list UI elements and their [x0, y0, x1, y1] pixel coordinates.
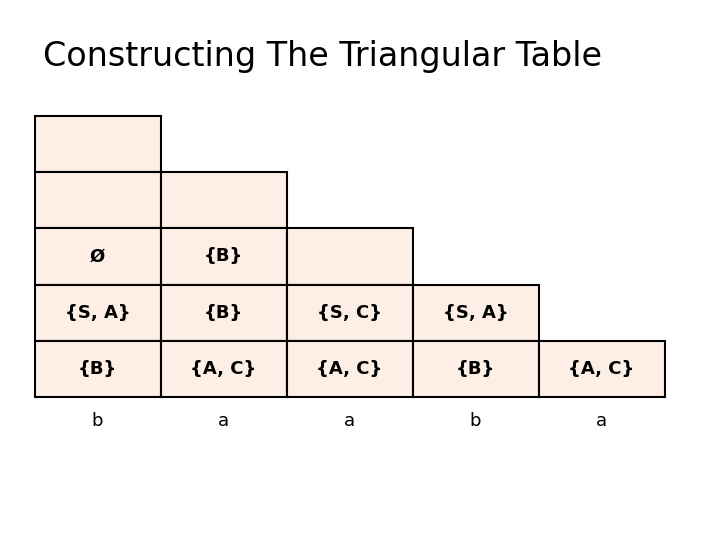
Bar	[35, 116, 161, 172]
Text: {B}: {B}	[78, 360, 117, 378]
Bar	[35, 285, 161, 341]
Text: a: a	[596, 412, 607, 430]
Bar	[35, 341, 161, 397]
Bar	[161, 228, 287, 285]
Text: a: a	[344, 412, 355, 430]
Bar	[161, 285, 287, 341]
Text: a: a	[218, 412, 229, 430]
Text: {B}: {B}	[204, 247, 243, 266]
Text: {S, C}: {S, C}	[317, 303, 382, 322]
Text: Ø: Ø	[90, 247, 105, 266]
Bar	[161, 341, 287, 397]
Text: b: b	[470, 412, 481, 430]
Text: {A, C}: {A, C}	[190, 360, 257, 378]
Text: {B}: {B}	[204, 303, 243, 322]
Bar	[287, 341, 413, 397]
Text: {A, C}: {A, C}	[568, 360, 635, 378]
Bar	[287, 228, 413, 285]
Bar	[413, 341, 539, 397]
Text: b: b	[92, 412, 103, 430]
Bar	[161, 172, 287, 228]
Bar	[287, 285, 413, 341]
Bar	[35, 228, 161, 285]
Text: {S, A}: {S, A}	[65, 303, 130, 322]
Text: {A, C}: {A, C}	[316, 360, 383, 378]
Bar	[539, 341, 665, 397]
Text: {B}: {B}	[456, 360, 495, 378]
Bar	[35, 172, 161, 228]
Text: Constructing The Triangular Table: Constructing The Triangular Table	[43, 40, 602, 73]
Text: {S, A}: {S, A}	[443, 303, 508, 322]
Bar	[413, 285, 539, 341]
